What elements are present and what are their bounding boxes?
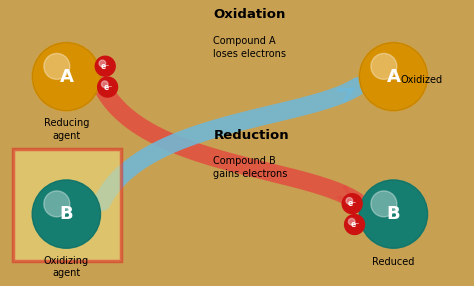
- Text: B: B: [387, 205, 400, 223]
- Circle shape: [101, 81, 108, 88]
- Circle shape: [346, 198, 353, 204]
- Circle shape: [99, 60, 106, 67]
- Text: Compound B
gains electrons: Compound B gains electrons: [213, 156, 288, 179]
- Circle shape: [44, 53, 70, 80]
- Circle shape: [345, 214, 365, 235]
- Circle shape: [359, 43, 428, 111]
- Circle shape: [342, 194, 362, 214]
- Circle shape: [44, 191, 70, 217]
- Text: Reduced: Reduced: [372, 257, 415, 267]
- Circle shape: [359, 180, 428, 248]
- Text: A: A: [386, 68, 401, 86]
- Text: Reduction: Reduction: [213, 129, 289, 142]
- Text: e⁻: e⁻: [348, 199, 357, 208]
- Circle shape: [32, 180, 100, 248]
- FancyBboxPatch shape: [13, 149, 121, 261]
- Circle shape: [359, 43, 428, 111]
- Text: e⁻: e⁻: [350, 220, 360, 229]
- Text: Oxidized: Oxidized: [401, 76, 443, 86]
- Text: e⁻: e⁻: [103, 83, 113, 92]
- Text: Reducing
agent: Reducing agent: [44, 118, 89, 141]
- Circle shape: [371, 53, 397, 80]
- Text: Oxidizing
agent: Oxidizing agent: [44, 256, 89, 278]
- Text: A: A: [59, 68, 73, 86]
- Circle shape: [32, 43, 100, 111]
- Text: Oxidation: Oxidation: [213, 8, 286, 21]
- Circle shape: [32, 43, 100, 111]
- Circle shape: [359, 180, 428, 248]
- Circle shape: [371, 191, 397, 217]
- Text: e⁻: e⁻: [101, 62, 110, 71]
- Circle shape: [98, 77, 118, 97]
- Circle shape: [348, 219, 355, 225]
- Circle shape: [32, 180, 100, 248]
- Text: Compound A
loses electrons: Compound A loses electrons: [213, 36, 286, 59]
- Circle shape: [95, 56, 115, 76]
- Text: B: B: [60, 205, 73, 223]
